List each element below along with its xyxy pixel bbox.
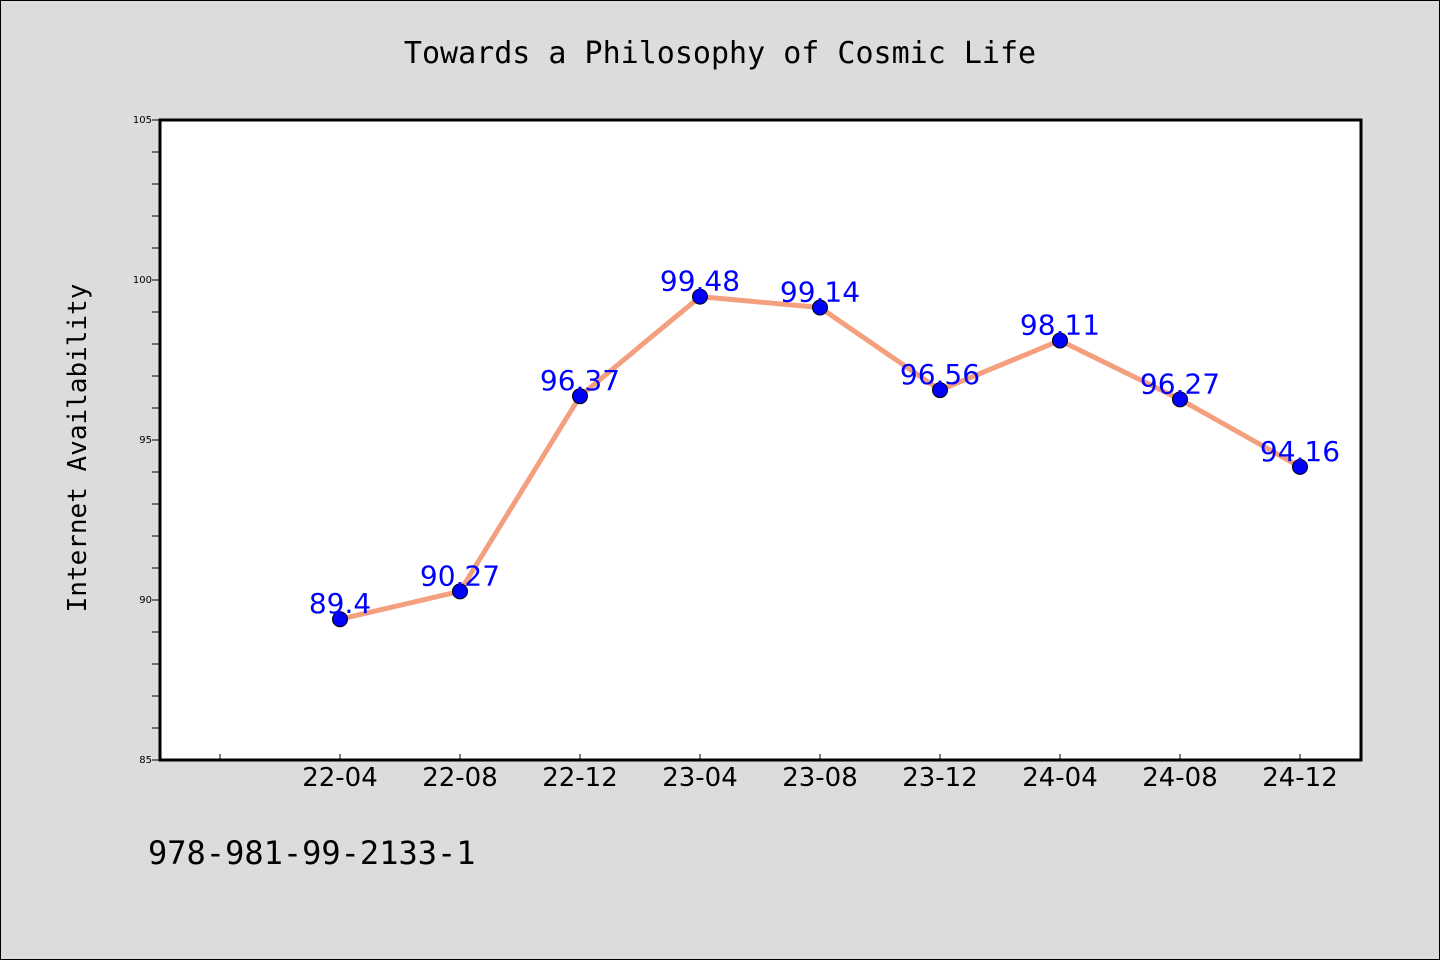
plot-area	[160, 120, 1361, 760]
x-tick-label: 23-12	[902, 763, 978, 793]
data-point	[1052, 332, 1068, 349]
data-label: 96.27	[1140, 367, 1220, 400]
x-tick-label: 23-04	[662, 763, 738, 793]
data-point	[572, 388, 588, 405]
data-point	[332, 611, 348, 628]
data-point	[692, 288, 708, 305]
footnote-isbn: 978-981-99-2133-1	[148, 834, 476, 872]
data-label: 89.4	[309, 587, 371, 620]
data-label: 96.37	[540, 364, 620, 397]
y-tick-label: 85	[139, 755, 152, 766]
plot-frame	[158, 118, 1363, 762]
x-tick-label: 22-08	[422, 763, 498, 793]
x-tick-label: 24-04	[1022, 763, 1098, 793]
x-axis-ticks: 22-04 22-08 22-12 23-04 23-08 23-12 24-04 24-08…	[219, 754, 1338, 793]
x-tick-label: 23-08	[782, 763, 858, 793]
data-label: 94.16	[1260, 435, 1340, 468]
x-tick-label: 22-12	[542, 763, 618, 793]
data-label: 99.48	[660, 265, 740, 298]
data-label: 99.14	[780, 276, 860, 309]
data-markers	[332, 288, 1308, 628]
y-tick-label: 90	[139, 595, 152, 606]
data-point	[452, 583, 468, 600]
data-label: 90.27	[420, 559, 500, 592]
data-labels: 89.4 90.27 96.37 99.48 99.14 96.56 98.11 96.27 9…	[309, 265, 1340, 621]
x-tick-label: 22-04	[302, 763, 378, 793]
data-point	[812, 299, 828, 316]
y-tick-label: 95	[139, 435, 152, 446]
data-point	[1172, 391, 1188, 408]
x-tick-label: 24-12	[1262, 763, 1338, 793]
y-axis-ticks: 85 90 95 100 105	[133, 115, 160, 766]
data-label: 98.11	[1020, 308, 1100, 341]
y-axis-label: Internet Availability	[63, 284, 93, 613]
x-tick-label: 24-08	[1142, 763, 1218, 793]
chart-title: Towards a Philosophy of Cosmic Life	[404, 36, 1036, 71]
y-tick-label: 100	[133, 275, 152, 286]
data-point	[932, 382, 948, 399]
data-label: 96.56	[900, 358, 980, 391]
data-point	[1292, 458, 1308, 475]
y-tick-label: 105	[133, 115, 152, 126]
